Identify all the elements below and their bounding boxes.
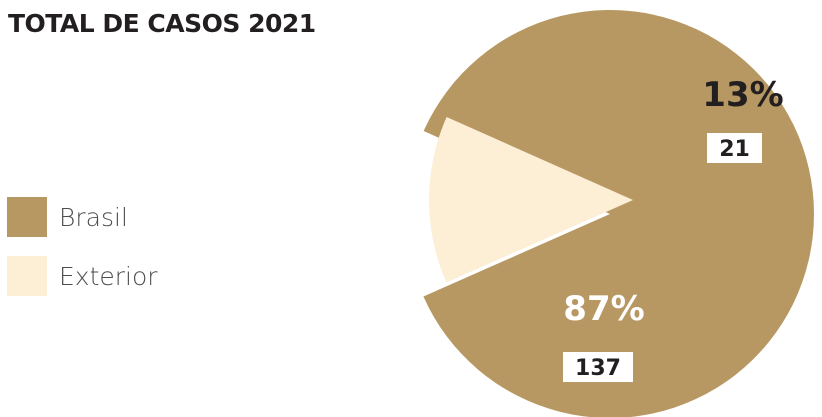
legend-swatch-exterior bbox=[7, 256, 47, 296]
pie-slice-exterior bbox=[429, 117, 633, 283]
legend-item-brasil: Brasil bbox=[7, 197, 158, 237]
pie-slices bbox=[423, 10, 814, 417]
count-label-exterior: 21 bbox=[719, 137, 750, 162]
count-box-exterior bbox=[707, 133, 762, 163]
pie-labels: 87% 137 13% 21 bbox=[563, 75, 784, 382]
count-box-brasil bbox=[563, 352, 633, 382]
percent-label-brasil: 87% bbox=[563, 289, 644, 329]
legend-label-exterior: Exterior bbox=[59, 261, 158, 291]
pie-slice-brasil bbox=[423, 10, 814, 417]
chart-title: TOTAL DE CASOS 2021 bbox=[8, 9, 316, 38]
count-label-brasil: 137 bbox=[575, 356, 621, 381]
legend-label-brasil: Brasil bbox=[59, 202, 128, 232]
legend: Brasil Exterior bbox=[7, 197, 158, 315]
legend-swatch-brasil bbox=[7, 197, 47, 237]
legend-item-exterior: Exterior bbox=[7, 256, 158, 296]
percent-label-exterior: 13% bbox=[702, 75, 783, 115]
